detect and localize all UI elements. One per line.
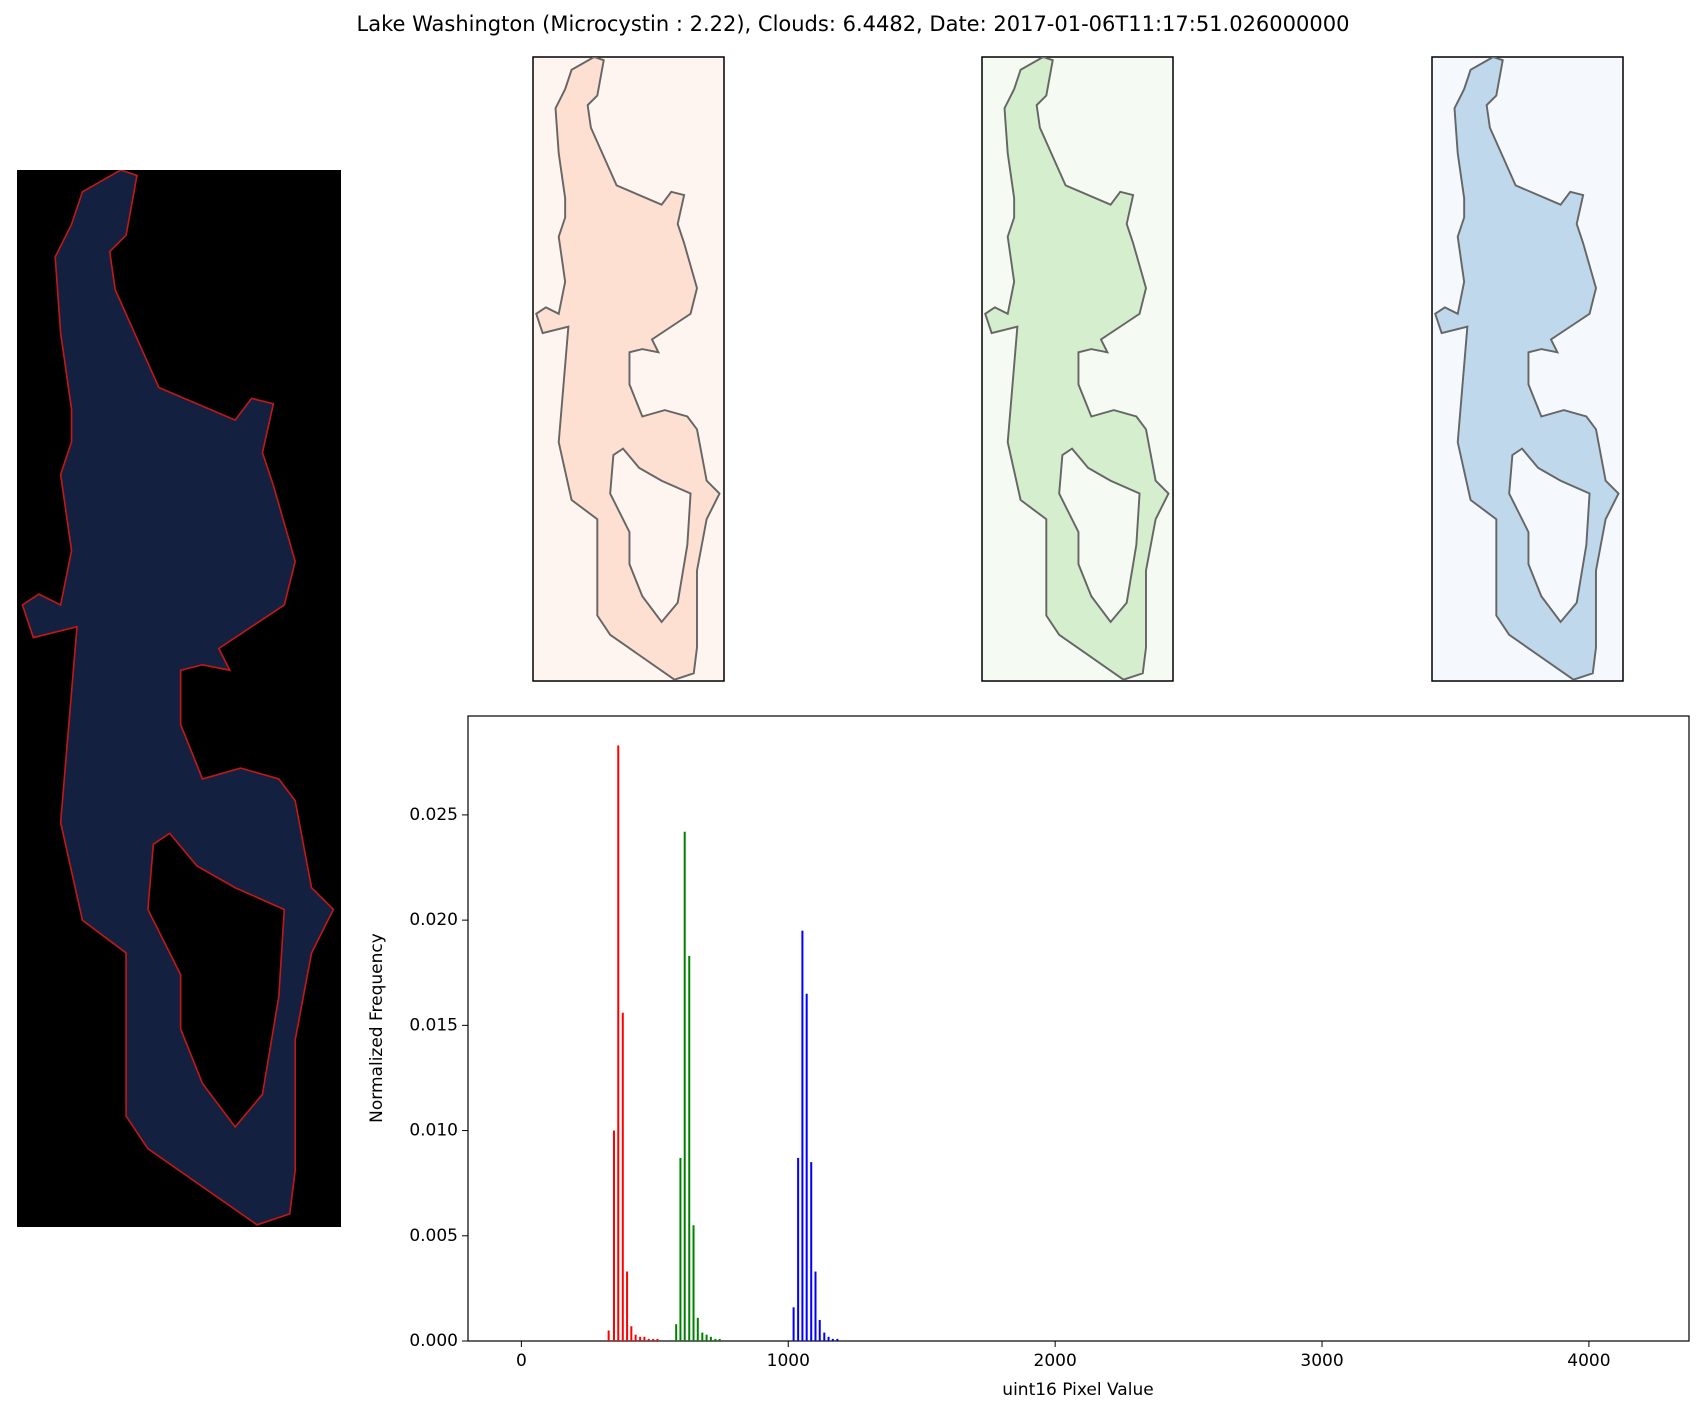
bar — [688, 955, 691, 1341]
bar — [801, 930, 804, 1341]
x-tick-label: 3000 — [1300, 1351, 1343, 1371]
chart-title: Lake Washington (Microcystin : 2.22), Cl… — [357, 12, 1350, 36]
green-band-image — [981, 56, 1174, 682]
y-tick-label: 0.020 — [409, 910, 458, 930]
y-tick-label: 0.000 — [409, 1331, 458, 1351]
bar — [639, 1336, 642, 1341]
bar — [656, 1338, 659, 1341]
bar — [612, 1130, 615, 1341]
bar — [814, 1271, 817, 1341]
bar — [705, 1334, 708, 1341]
bar — [823, 1332, 826, 1341]
bar — [797, 1157, 800, 1341]
y-tick-label: 0.015 — [409, 1015, 458, 1035]
y-tick-label: 0.005 — [409, 1226, 458, 1246]
bar — [792, 1307, 795, 1341]
bar — [679, 1157, 682, 1341]
bar — [696, 1317, 699, 1341]
x-tick-label: 1000 — [767, 1351, 810, 1371]
bar — [692, 1225, 695, 1341]
bar — [701, 1332, 704, 1341]
bar — [675, 1324, 678, 1341]
bar — [607, 1330, 610, 1341]
bar — [647, 1338, 650, 1341]
y-axis-label: Normalized Frequency — [367, 933, 387, 1123]
bar — [683, 831, 686, 1341]
bar — [626, 1271, 629, 1341]
bar — [805, 993, 808, 1341]
bar — [709, 1336, 712, 1341]
bar — [652, 1338, 655, 1341]
x-tick-label: 2000 — [1034, 1351, 1077, 1371]
bar — [818, 1319, 821, 1341]
bar — [810, 1162, 813, 1341]
bar — [617, 745, 620, 1341]
bar — [621, 1012, 624, 1341]
x-axis-label: uint16 Pixel Value — [1002, 1380, 1153, 1400]
bar — [836, 1338, 839, 1341]
x-tick-label: 4000 — [1567, 1351, 1610, 1371]
blue-band-image — [1431, 56, 1624, 682]
y-tick-label: 0.025 — [409, 805, 458, 825]
bar — [714, 1338, 717, 1341]
bar — [827, 1336, 830, 1341]
x-tick-label: 0 — [516, 1351, 527, 1371]
rgb-image — [17, 170, 341, 1227]
bar — [634, 1334, 637, 1341]
bar — [630, 1326, 633, 1341]
bar — [718, 1338, 721, 1341]
bar — [643, 1336, 646, 1341]
red-band-image — [532, 56, 725, 682]
y-tick-label: 0.010 — [409, 1121, 458, 1141]
plot-frame — [467, 715, 1690, 1342]
bar — [831, 1338, 834, 1341]
